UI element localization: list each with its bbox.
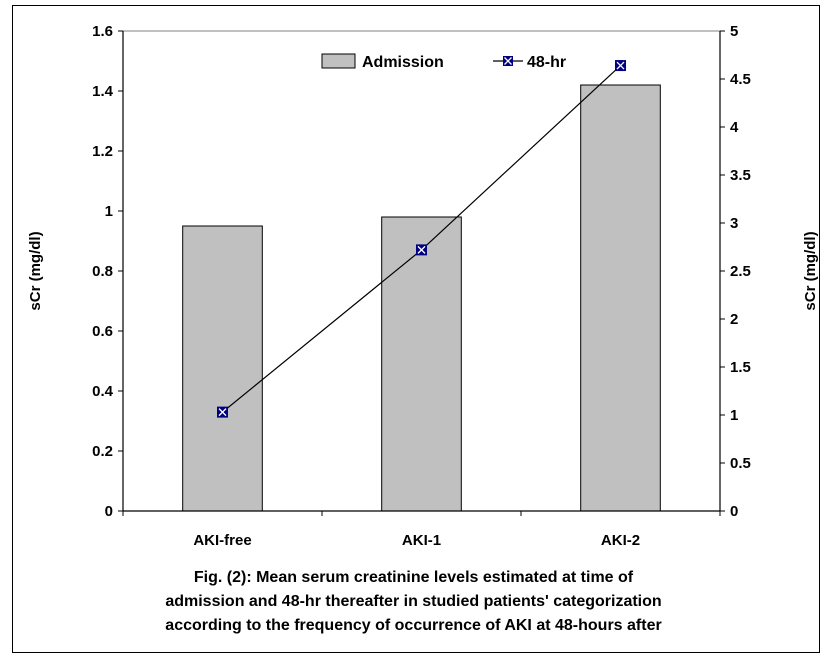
figure-caption: Fig. (2): Mean serum creatinine levels e… [0, 566, 827, 638]
y-tick-label-left: 0 [105, 503, 113, 520]
legend-swatch-admission [321, 53, 356, 69]
y-tick-label-left: 0.4 [92, 383, 114, 400]
legend-label-admission: Admission [362, 54, 444, 71]
y-axis-title-right: sCr (mg/dl) [802, 231, 819, 310]
bar-AKI-2 [580, 84, 661, 512]
x-tick-label: AKI-1 [402, 532, 441, 549]
y-tick-label-right: 2 [730, 311, 738, 328]
y-axis-title-left: sCr (mg/dl) [27, 231, 44, 310]
legend-marker-48hr [503, 56, 513, 66]
marker-48hr-AKI-1 [416, 244, 427, 256]
y-tick-label-right: 0.5 [730, 455, 751, 472]
caption-line-2: admission and 48-hr thereafter in studie… [165, 593, 662, 610]
bar-AKI-1 [381, 216, 462, 512]
y-tick-label-left: 1 [105, 203, 113, 220]
y-tick-label-right: 4 [730, 119, 739, 136]
y-tick-label-right: 0 [730, 503, 738, 520]
y-tick-label-left: 1.6 [92, 23, 113, 40]
legend: Admission 48-hr [321, 53, 566, 71]
y-tick-label-right: 2.5 [730, 263, 751, 280]
y-tick-label-right: 3.5 [730, 167, 751, 184]
legend-label-48hr: 48-hr [527, 54, 566, 71]
y-tick-label-left: 0.2 [92, 443, 113, 460]
marker-48hr-AKI-2 [615, 60, 626, 72]
marker-48hr-AKI-free [217, 406, 228, 418]
x-tick-label: AKI-free [193, 532, 251, 549]
y-tick-label-right: 3 [730, 215, 738, 232]
y-tick-label-left: 0.8 [92, 263, 113, 280]
y-tick-label-left: 0.6 [92, 323, 113, 340]
y-tick-label-right: 5 [730, 23, 738, 40]
x-tick-label: AKI-2 [601, 532, 640, 549]
y-tick-label-right: 4.5 [730, 71, 751, 88]
y-tick-label-right: 1.5 [730, 359, 751, 376]
y-tick-label-left: 1.2 [92, 143, 113, 160]
bar-AKI-free [182, 225, 263, 512]
caption-line-1: Fig. (2): Mean serum creatinine levels e… [193, 569, 634, 586]
y-tick-label-left: 1.4 [92, 83, 114, 100]
y-tick-label-right: 1 [730, 407, 738, 424]
caption-line-3: according to the frequency of occurrence… [165, 617, 662, 634]
